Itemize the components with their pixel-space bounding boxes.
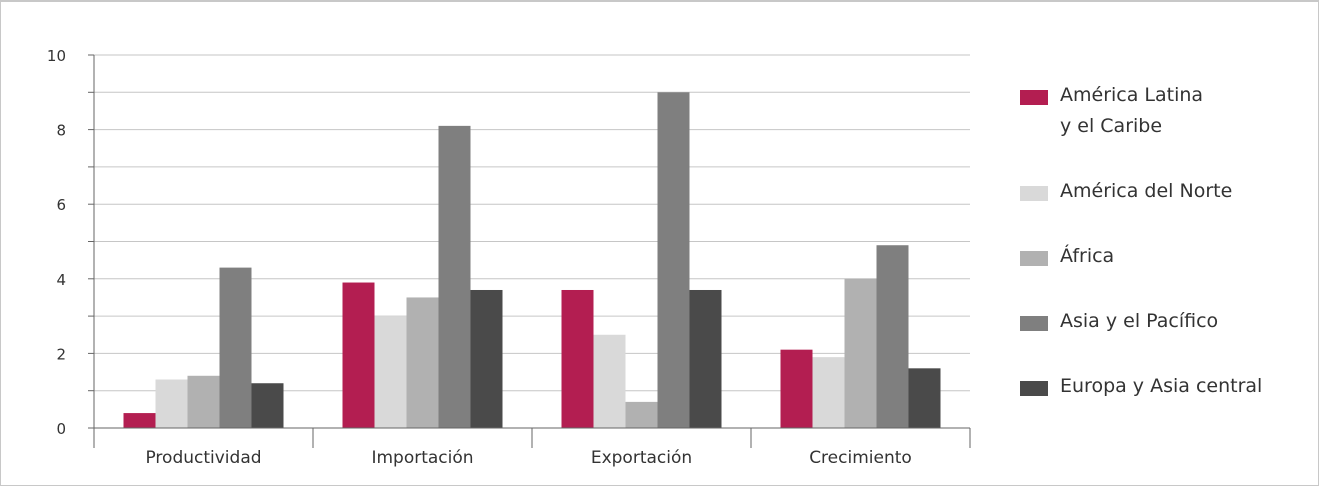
legend-swatch	[1020, 316, 1048, 331]
bar	[561, 289, 594, 428]
y-tick-label: 0	[56, 420, 66, 438]
bar	[780, 349, 813, 428]
chart-legend: América Latina y el Caribe América del No…	[1020, 80, 1262, 436]
legend-item: Asia y el Pacífico	[1020, 306, 1262, 337]
bar	[219, 267, 252, 428]
y-tick-label: 4	[56, 271, 66, 289]
bar	[123, 413, 156, 428]
legend-label: Europa y Asia central	[1060, 375, 1263, 397]
legend-swatch	[1020, 381, 1048, 396]
bar	[374, 316, 407, 428]
legend-swatch	[1020, 251, 1048, 266]
y-tick-label: 10	[47, 47, 66, 65]
bar	[657, 92, 690, 429]
bar	[406, 297, 439, 428]
bar	[155, 379, 188, 428]
bar	[251, 383, 284, 428]
legend-item: Europa y Asia central	[1020, 371, 1262, 402]
x-tick-label: Productividad	[145, 448, 261, 468]
legend-label: América del Norte	[1060, 180, 1233, 202]
bar	[625, 401, 658, 428]
bar	[342, 282, 375, 428]
bar	[470, 289, 503, 428]
bar	[844, 278, 877, 428]
bar	[689, 289, 722, 428]
legend-item: América del Norte	[1020, 176, 1262, 207]
x-tick-label: Importación	[371, 448, 473, 468]
bar	[438, 125, 471, 429]
legend-swatch	[1020, 186, 1048, 201]
y-tick-label: 8	[56, 122, 66, 140]
bar	[812, 357, 845, 428]
bar	[876, 245, 909, 428]
legend-label: América Latina y el Caribe	[1060, 84, 1204, 137]
bar-chart: 0 2 4 6 8 10 Productividad Importación Exportaci…	[47, 47, 971, 468]
legend-item: África	[1020, 241, 1262, 272]
bar	[187, 375, 220, 428]
legend-item: América Latina y el Caribe	[1020, 80, 1262, 142]
y-tick-label: 2	[56, 345, 66, 363]
bar	[593, 334, 626, 428]
legend-swatch	[1020, 90, 1048, 105]
legend-label: África	[1060, 245, 1115, 267]
legend-label: Asia y el Pacífico	[1060, 310, 1219, 332]
x-tick-label: Crecimiento	[809, 448, 912, 468]
x-tick-label: Exportación	[591, 448, 692, 468]
y-tick-label: 6	[56, 196, 66, 214]
bar	[908, 368, 941, 428]
